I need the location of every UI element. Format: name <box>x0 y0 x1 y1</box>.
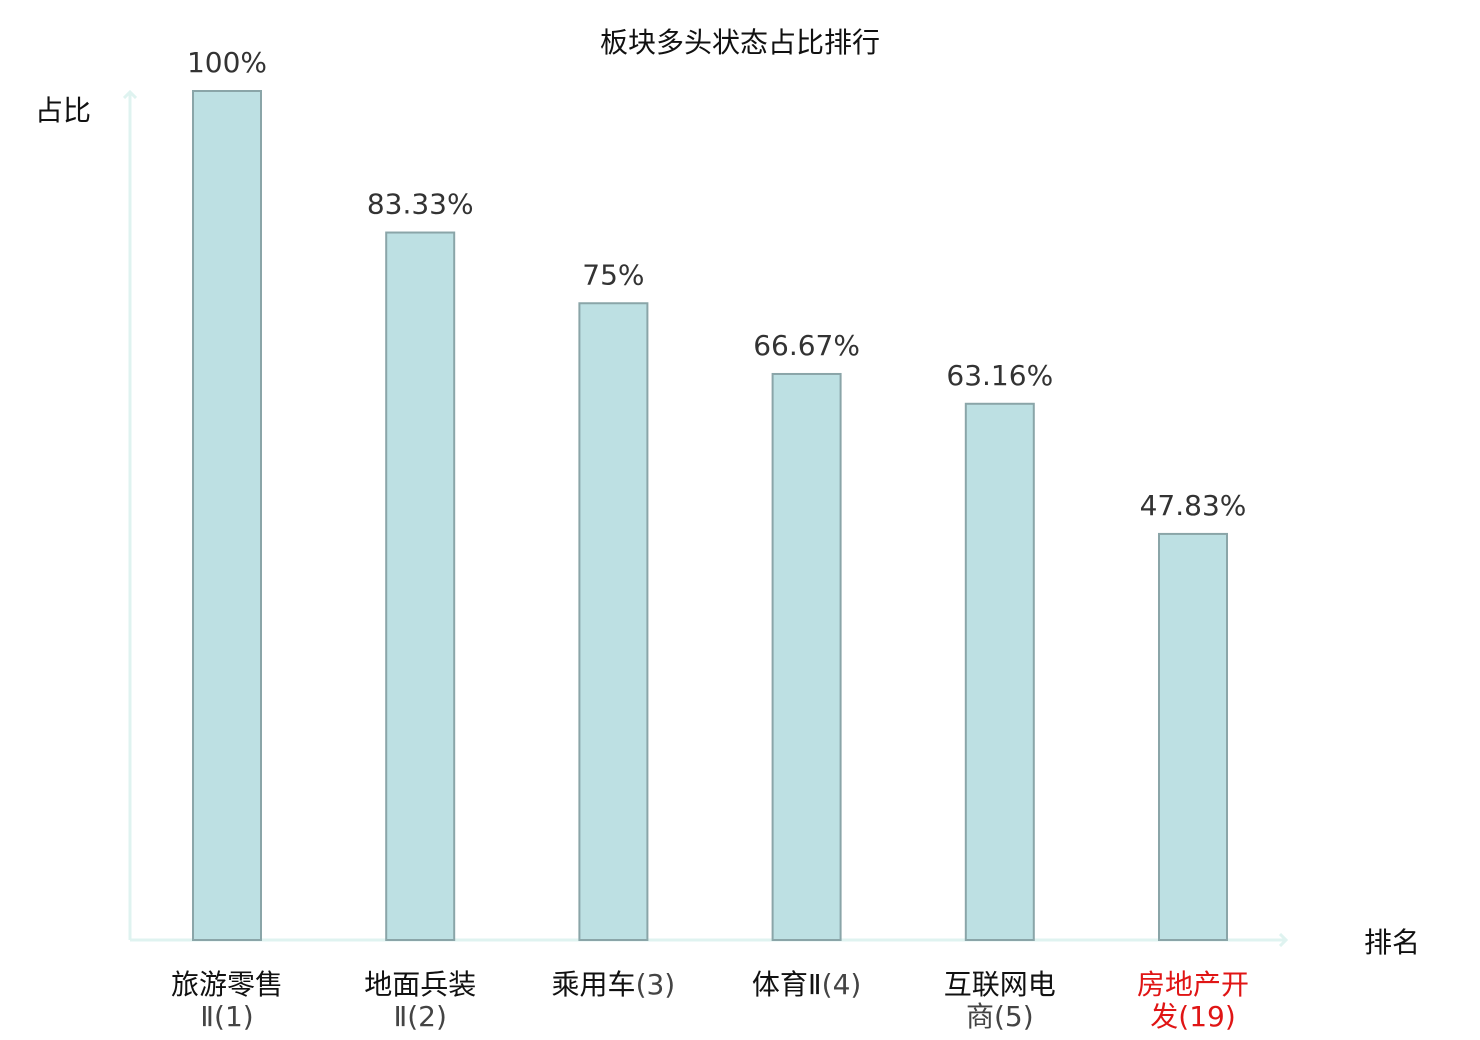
value-label-4: 66.67% <box>753 329 860 362</box>
category-label-3-name: 乘用车 <box>552 968 636 1001</box>
value-label-2: 83.33% <box>367 188 474 221</box>
category-label-3: 乘用车(3) <box>552 968 676 1001</box>
value-label-3: 75% <box>582 258 644 291</box>
category-label-2-prefix: Ⅱ <box>393 1000 407 1033</box>
category-label-4: 体育Ⅱ(4) <box>752 968 861 1001</box>
category-label-5-rank: (5) <box>994 1000 1034 1033</box>
category-label-1-line2: Ⅱ(1) <box>200 1000 253 1033</box>
category-label-1-prefix: Ⅱ <box>200 1000 214 1033</box>
category-label-2-line1: 地面兵装 <box>364 968 476 1001</box>
category-label-6-prefix: 发 <box>1150 1000 1178 1033</box>
bar-6 <box>1158 532 1228 941</box>
category-label-6-line2: 发(19) <box>1150 1000 1236 1033</box>
category-label-4-rank: (4) <box>822 968 862 1001</box>
category-label-2-rank: (2) <box>407 1000 447 1033</box>
bar-1 <box>192 90 262 941</box>
value-label-6: 47.83% <box>1140 489 1247 522</box>
value-labels-layer: 100% 83.33% 75% 66.67% 63.16% 47.83% <box>187 46 1246 522</box>
value-label-5: 63.16% <box>946 359 1053 392</box>
category-label-6-rank: (19) <box>1178 1000 1235 1033</box>
category-label-6-line1: 房地产开 <box>1137 968 1249 1001</box>
bar-3 <box>578 302 649 941</box>
category-label-5-line1: 互联网电 <box>944 968 1056 1001</box>
chart-title: 板块多头状态占比排行 <box>600 26 880 59</box>
category-label-4-name: 体育Ⅱ <box>752 968 822 1001</box>
value-label-1: 100% <box>187 46 267 79</box>
y-axis-label: 占比 <box>35 94 91 127</box>
bar-4 <box>771 372 842 942</box>
category-label-5-prefix: 商 <box>966 1000 994 1033</box>
category-label-3-rank: (3) <box>636 968 676 1001</box>
bars-layer <box>192 90 1228 942</box>
category-label-2-line2: Ⅱ(2) <box>393 1000 446 1033</box>
bar-5 <box>964 402 1035 941</box>
bar-2 <box>385 231 456 941</box>
category-label-5-line2: 商(5) <box>966 1000 1034 1033</box>
x-axis-label: 排名 <box>1364 926 1420 959</box>
category-label-1-rank: (1) <box>214 1000 254 1033</box>
category-label-1-line1: 旅游零售 <box>171 968 283 1001</box>
